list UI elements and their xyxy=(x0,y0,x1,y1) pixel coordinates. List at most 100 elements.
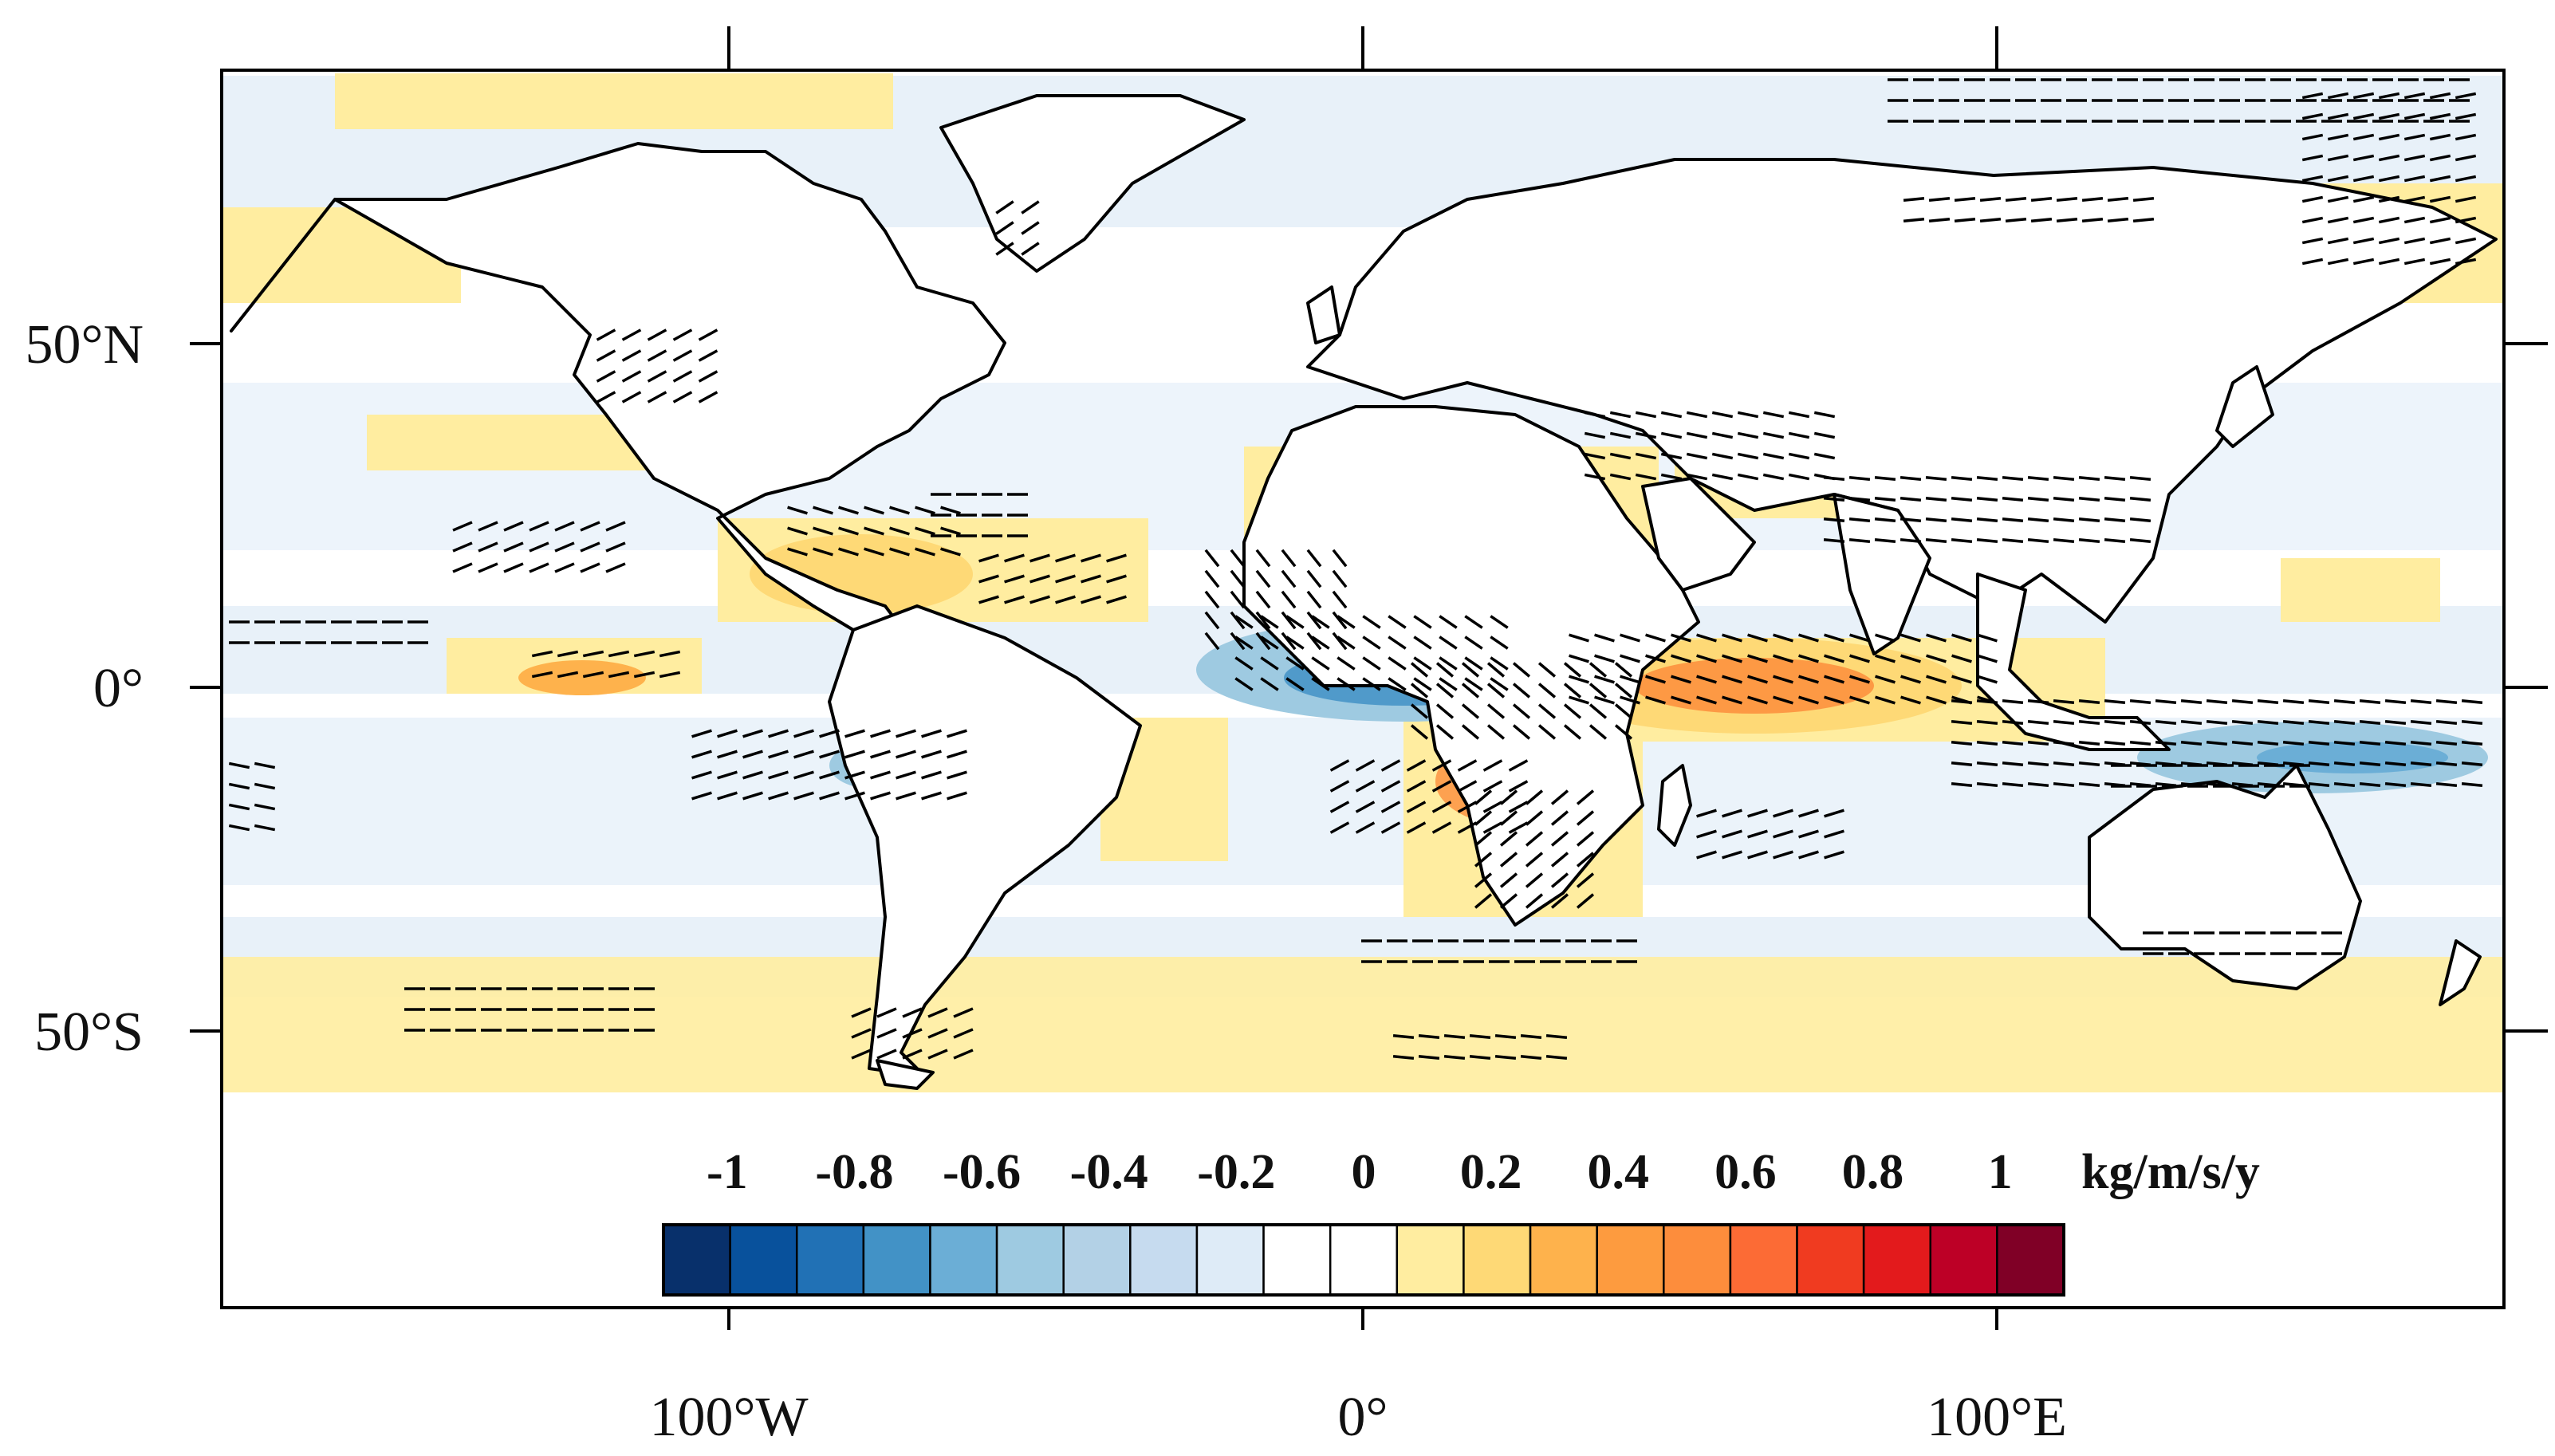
flux-arrow xyxy=(1660,411,1683,419)
flux-arrow xyxy=(2308,698,2330,705)
flux-arrow xyxy=(1951,537,1973,544)
flux-arrow xyxy=(1584,411,1606,419)
flux-arrow xyxy=(813,506,833,515)
flux-arrow xyxy=(768,750,789,759)
flux-arrow xyxy=(1499,810,1518,826)
flux-arrow xyxy=(1355,780,1376,793)
flux-arrow xyxy=(1406,780,1427,793)
flux-arrow xyxy=(2435,719,2458,726)
flux-arrow xyxy=(1311,677,1330,691)
flux-arrow xyxy=(742,791,763,801)
flux-arrow xyxy=(915,547,935,557)
flux-arrow xyxy=(596,391,616,403)
flux-arrow xyxy=(1928,196,1951,203)
flux-arrow xyxy=(1925,517,1947,523)
flux-arrow xyxy=(452,562,473,573)
flux-arrow xyxy=(2403,133,2426,141)
flux-arrow xyxy=(1798,633,1819,643)
flux-arrow xyxy=(1737,452,1759,460)
flux-arrow xyxy=(2078,781,2100,788)
flux-arrow xyxy=(1954,217,1976,223)
flux-arrow xyxy=(2429,112,2451,120)
flux-arrow xyxy=(1281,549,1297,568)
flux-arrow xyxy=(2429,237,2451,245)
flux-arrow xyxy=(608,650,630,658)
flux-arrow xyxy=(2455,258,2477,266)
flux-arrow xyxy=(1635,431,1657,439)
colorbar-swatch xyxy=(929,1223,998,1297)
flux-arrow xyxy=(2081,217,2104,223)
flux-arrow xyxy=(1747,675,1768,684)
flux-arrow xyxy=(1204,590,1220,609)
flux-arrow xyxy=(1410,683,1429,698)
flux-arrow xyxy=(1773,850,1793,860)
flux-arrow xyxy=(2429,216,2451,224)
flux-arrow xyxy=(1747,654,1768,663)
flux-arrow xyxy=(2078,537,2100,544)
flux-arrow xyxy=(2333,698,2356,705)
flux-arrow xyxy=(1388,677,1407,691)
flux-arrow xyxy=(1951,719,1973,726)
flux-arrow xyxy=(2301,154,2324,162)
flux-arrow xyxy=(1029,595,1050,604)
colorbar-tick-label: -0.6 xyxy=(943,1145,1021,1199)
flux-arrow xyxy=(1461,703,1480,719)
flux-arrow xyxy=(2180,740,2203,746)
flux-arrow xyxy=(503,521,524,532)
flux-arrow xyxy=(1081,574,1101,584)
flux-arrow xyxy=(1594,675,1615,684)
flux-arrow xyxy=(2461,719,2483,726)
flux-arrow xyxy=(844,729,865,738)
flux-arrow xyxy=(2053,719,2075,726)
flux-arrow xyxy=(2378,92,2400,100)
flux-arrow xyxy=(2231,719,2254,726)
flux-arrow xyxy=(1747,850,1768,860)
flux-arrow xyxy=(2053,517,2075,523)
flux-arrow xyxy=(2352,237,2375,245)
flux-arrow xyxy=(1418,1033,1440,1040)
flux-arrow xyxy=(1594,654,1615,663)
flux-arrow xyxy=(1439,677,1458,691)
flux-arrow xyxy=(1332,632,1348,651)
flux-arrow xyxy=(228,803,250,811)
flux-arrow xyxy=(1435,662,1455,678)
flux-arrow xyxy=(698,329,718,341)
flux-arrow xyxy=(1234,656,1254,671)
flux-arrow xyxy=(1443,1033,1466,1040)
flux-arrow xyxy=(1671,695,1691,705)
flux-arrow xyxy=(605,562,626,573)
flux-arrow xyxy=(1464,677,1483,691)
flux-arrow xyxy=(1332,569,1348,588)
flux-arrow xyxy=(2308,781,2330,788)
flux-arrow xyxy=(621,329,642,341)
flux-arrow xyxy=(2155,719,2177,726)
flux-arrow xyxy=(2384,761,2407,767)
flux-arrow xyxy=(1849,654,1870,663)
flux-arrow xyxy=(921,791,942,801)
flux-arrow xyxy=(2231,740,2254,746)
flux-arrow xyxy=(647,329,667,341)
flux-arrow xyxy=(1584,452,1606,460)
colorbar-swatch xyxy=(1129,1223,1199,1297)
flux-arrow xyxy=(1413,636,1432,650)
flux-arrow xyxy=(1508,780,1529,793)
colorbar-swatch xyxy=(1396,1223,1465,1297)
flux-arrow xyxy=(2104,740,2126,746)
flux-arrow xyxy=(1204,569,1220,588)
flux-arrow xyxy=(1499,872,1518,888)
flux-arrow xyxy=(1457,801,1478,813)
flux-arrow xyxy=(813,526,833,536)
flux-arrow xyxy=(2301,112,2324,120)
flux-arrow xyxy=(633,671,655,679)
flux-arrow xyxy=(2455,133,2477,141)
flux-arrow xyxy=(557,650,579,658)
colorbar-tick-label: -0.4 xyxy=(1070,1145,1148,1199)
flux-arrow xyxy=(1722,633,1742,643)
flux-arrow xyxy=(2352,112,2375,120)
flux-arrow xyxy=(1255,632,1271,651)
flux-arrow xyxy=(1976,698,1998,705)
flux-arrow xyxy=(1499,831,1518,847)
flux-arrow xyxy=(902,1007,923,1018)
flux-arrow xyxy=(1461,683,1480,698)
flux-arrow xyxy=(1686,452,1708,460)
